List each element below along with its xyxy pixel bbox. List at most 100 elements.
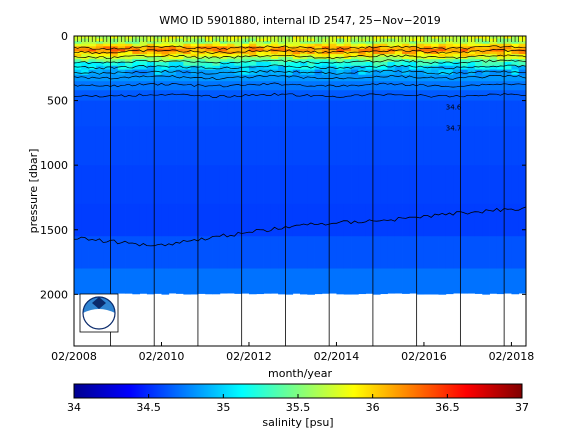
heatmap-cell	[139, 51, 148, 55]
heatmap-cell	[103, 203, 111, 237]
heatmap-cell	[88, 59, 97, 63]
heatmap-cell	[496, 126, 505, 166]
heatmap-cell	[496, 51, 505, 55]
heatmap-cell	[460, 236, 469, 269]
heatmap-cell	[387, 268, 396, 294]
heatmap-cell	[496, 43, 505, 47]
heatmap-cell	[241, 74, 250, 82]
heatmap-cell	[511, 126, 520, 166]
heatmap-cell	[358, 165, 367, 205]
heatmap-cell	[409, 165, 418, 205]
heatmap-cell	[219, 81, 228, 91]
salinity-contour-line	[74, 74, 526, 80]
heatmap-cell	[110, 74, 119, 82]
heatmap-cell	[263, 48, 272, 52]
heatmap-cell	[387, 100, 396, 127]
heatmap-cell	[234, 81, 243, 91]
heatmap-cell	[154, 56, 162, 60]
heatmap-cell	[496, 46, 505, 50]
heatmap-cell	[183, 43, 192, 47]
heatmap-cell	[263, 268, 272, 294]
heatmap-cell	[314, 46, 323, 50]
heatmap-cell	[161, 268, 170, 295]
heatmap-cell	[482, 41, 490, 45]
heatmap-cell	[190, 268, 199, 295]
heatmap-cell	[103, 165, 111, 205]
heatmap-cell	[168, 41, 177, 45]
heatmap-cell	[219, 268, 228, 294]
heatmap-cell	[183, 100, 192, 127]
heatmap-cell	[241, 90, 250, 101]
heatmap-cell	[270, 90, 279, 101]
heatmap-cell	[460, 74, 469, 82]
heatmap-cell	[409, 65, 418, 70]
heatmap-cell	[74, 74, 82, 82]
heatmap-cell	[183, 236, 192, 269]
heatmap-cell	[81, 203, 89, 237]
heatmap-cell	[270, 54, 279, 58]
heatmap-cell	[453, 100, 461, 127]
heatmap-cell	[248, 65, 257, 70]
heatmap-cell	[496, 100, 505, 127]
heatmap-cell	[227, 59, 235, 63]
heatmap-cell	[321, 126, 330, 166]
heatmap-cell	[227, 203, 235, 237]
heatmap-cell	[176, 81, 184, 91]
heatmap-cell	[387, 90, 396, 101]
heatmap-cell	[394, 100, 403, 127]
heatmap-cell	[416, 81, 425, 91]
heatmap-cell	[81, 43, 89, 47]
heatmap-cell	[154, 48, 162, 52]
heatmap-cell	[278, 46, 286, 50]
heatmap-cell	[125, 126, 133, 166]
heatmap-cell	[161, 61, 170, 67]
x-axis-label: month/year	[268, 367, 332, 380]
heatmap-cell	[387, 126, 396, 166]
heatmap-cell	[409, 203, 418, 237]
heatmap-cell	[88, 51, 97, 55]
heatmap-cell	[110, 81, 119, 91]
heatmap-cell	[285, 69, 294, 76]
heatmap-cell	[146, 69, 155, 76]
heatmap-cell	[496, 74, 505, 82]
heatmap-cell	[117, 56, 126, 60]
heatmap-cell	[343, 69, 352, 76]
heatmap-cell	[504, 126, 512, 166]
heatmap-cell	[103, 56, 111, 60]
salinity-contour-line	[74, 92, 526, 98]
heatmap-cell	[482, 61, 490, 67]
heatmap-cell	[351, 126, 359, 166]
heatmap-cell	[358, 51, 367, 55]
heatmap-cell	[139, 81, 148, 91]
heatmap-cell	[358, 69, 367, 76]
heatmap-cell	[263, 51, 272, 55]
heatmap-cell	[467, 54, 476, 58]
heatmap-cell	[438, 41, 447, 45]
heatmap-cell	[423, 69, 432, 76]
heatmap-cell	[329, 90, 337, 101]
heatmap-cell	[132, 126, 141, 166]
heatmap-cell	[416, 236, 425, 269]
heatmap-cell	[467, 61, 476, 67]
heatmap-cell	[270, 268, 279, 294]
heatmap-cell	[489, 48, 498, 52]
heatmap-cell	[351, 51, 359, 55]
heatmap-cell	[146, 100, 155, 127]
heatmap-cell	[300, 54, 308, 58]
heatmap-cell	[307, 48, 315, 52]
heatmap-cell	[234, 74, 243, 82]
heatmap-cell	[117, 51, 126, 55]
heatmap-cell	[219, 48, 228, 52]
heatmap-cell	[453, 236, 461, 269]
heatmap-cell	[372, 41, 381, 45]
heatmap-cell	[438, 65, 447, 70]
heatmap-cell	[329, 203, 337, 237]
heatmap-cell	[81, 74, 89, 82]
heatmap-cell	[416, 203, 425, 237]
heatmap-cell	[300, 48, 308, 52]
heatmap-cell	[300, 268, 308, 295]
heatmap-cell	[489, 65, 498, 70]
heatmap-cell	[453, 203, 461, 237]
heatmap-cell	[460, 203, 469, 237]
